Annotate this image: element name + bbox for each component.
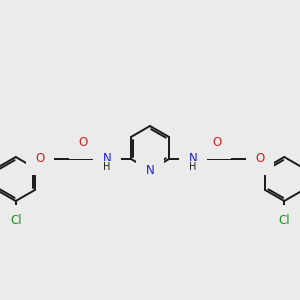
Text: Cl: Cl bbox=[10, 214, 22, 227]
Text: H: H bbox=[189, 162, 197, 172]
Text: Cl: Cl bbox=[278, 214, 290, 227]
Text: N: N bbox=[103, 152, 111, 166]
Text: O: O bbox=[212, 136, 222, 149]
Text: O: O bbox=[78, 136, 88, 149]
Text: H: H bbox=[103, 162, 111, 172]
Text: O: O bbox=[35, 152, 44, 166]
Text: N: N bbox=[189, 152, 197, 166]
Text: O: O bbox=[256, 152, 265, 166]
Text: N: N bbox=[146, 164, 154, 176]
